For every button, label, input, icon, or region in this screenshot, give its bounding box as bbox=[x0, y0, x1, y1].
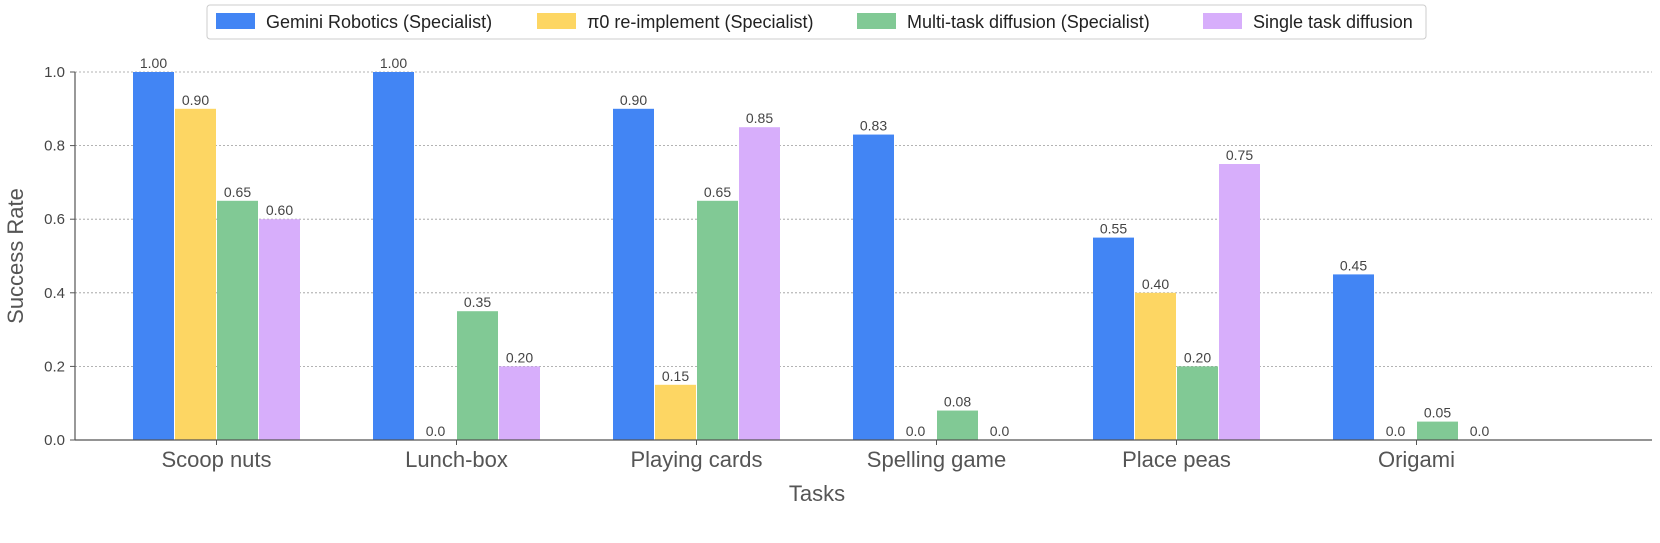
bar bbox=[373, 72, 414, 440]
bar bbox=[175, 108, 216, 441]
y-tick-label: 0.8 bbox=[44, 138, 65, 155]
y-axis-title: Success Rate bbox=[3, 188, 28, 324]
bar bbox=[853, 134, 894, 440]
data-label: 0.83 bbox=[860, 118, 887, 134]
legend-label: Single task diffusion bbox=[1253, 12, 1413, 32]
data-label: 0.20 bbox=[506, 349, 533, 365]
data-label: 0.0 bbox=[1386, 423, 1406, 439]
bar bbox=[697, 200, 738, 440]
bar bbox=[1135, 292, 1176, 440]
x-tick-label: Scoop nuts bbox=[161, 447, 271, 472]
data-label: 0.90 bbox=[620, 92, 647, 108]
legend-label: π0 re-implement (Specialist) bbox=[587, 12, 814, 32]
data-label: 0.15 bbox=[662, 368, 689, 384]
data-label: 0.90 bbox=[182, 92, 209, 108]
bar bbox=[739, 127, 780, 440]
x-axis-title: Tasks bbox=[789, 481, 845, 506]
bar bbox=[1417, 421, 1458, 440]
data-label: 0.65 bbox=[224, 184, 251, 200]
data-label: 0.0 bbox=[1470, 423, 1490, 439]
y-tick-label: 0.4 bbox=[44, 285, 65, 302]
bar bbox=[1093, 237, 1134, 440]
data-label: 0.0 bbox=[990, 423, 1010, 439]
bar bbox=[217, 200, 258, 440]
data-label: 0.55 bbox=[1100, 221, 1127, 237]
bar bbox=[613, 108, 654, 441]
bar bbox=[937, 410, 978, 440]
data-label: 1.00 bbox=[380, 55, 407, 71]
legend-swatch bbox=[216, 13, 255, 29]
bar bbox=[499, 366, 540, 440]
legend: Gemini Robotics (Specialist) π0 re-implem… bbox=[206, 4, 1427, 40]
data-label: 0.05 bbox=[1424, 405, 1451, 421]
data-labels: 1.00 0.90 0.65 0.60 1.00 0.0 0.35 0.20 0.90 0.15 0… bbox=[140, 55, 1490, 439]
data-label: 0.45 bbox=[1340, 257, 1367, 273]
y-tick-label: 0.0 bbox=[44, 432, 65, 449]
bar bbox=[133, 72, 174, 440]
data-label: 0.85 bbox=[746, 110, 773, 126]
legend-label: Gemini Robotics (Specialist) bbox=[266, 12, 492, 32]
data-label: 0.20 bbox=[1184, 349, 1211, 365]
x-tick-label: Spelling game bbox=[867, 447, 1006, 472]
bar bbox=[1333, 274, 1374, 440]
data-label: 0.35 bbox=[464, 294, 491, 310]
data-label: 0.60 bbox=[266, 202, 293, 218]
bar bbox=[457, 311, 498, 440]
legend-label: Multi-task diffusion (Specialist) bbox=[907, 12, 1150, 32]
legend-swatch bbox=[537, 13, 576, 29]
bar bbox=[259, 219, 300, 440]
bar bbox=[655, 384, 696, 440]
legend-swatch bbox=[857, 13, 896, 29]
data-label: 0.08 bbox=[944, 394, 971, 410]
data-label: 0.0 bbox=[426, 423, 446, 439]
x-tick-label: Playing cards bbox=[630, 447, 762, 472]
data-label: 0.65 bbox=[704, 184, 731, 200]
axes: 0.0 0.2 0.4 0.6 0.8 1.0 Scoop nuts Lunch-box Pla… bbox=[44, 64, 1652, 472]
data-label: 0.75 bbox=[1226, 147, 1253, 163]
bar bbox=[1177, 366, 1218, 440]
y-tick-label: 0.2 bbox=[44, 358, 65, 375]
legend-box bbox=[206, 4, 1427, 40]
x-tick-label: Place peas bbox=[1122, 447, 1231, 472]
data-label: 0.0 bbox=[906, 423, 926, 439]
y-tick-label: 1.0 bbox=[44, 64, 65, 81]
legend-swatch bbox=[1203, 13, 1242, 29]
bar bbox=[1219, 164, 1260, 440]
data-label: 0.40 bbox=[1142, 276, 1169, 292]
data-label: 1.00 bbox=[140, 55, 167, 71]
x-tick-label: Origami bbox=[1378, 447, 1455, 472]
bars bbox=[133, 72, 1458, 441]
x-tick-label: Lunch-box bbox=[405, 447, 508, 472]
y-tick-label: 0.6 bbox=[44, 211, 65, 228]
